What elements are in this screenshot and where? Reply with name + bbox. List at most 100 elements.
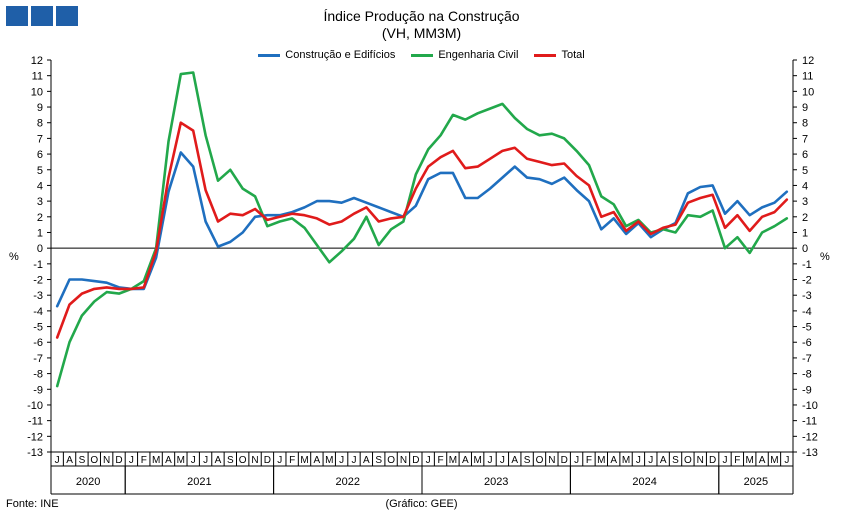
logo-block-1 <box>6 6 28 26</box>
y-tick-label-right: 0 <box>802 243 808 255</box>
month-label: A <box>165 455 172 466</box>
month-label: M <box>622 455 630 466</box>
month-label: J <box>722 455 727 466</box>
month-label: J <box>426 455 431 466</box>
y-tick-label-left: -13 <box>27 447 43 459</box>
y-tick-label-left: -10 <box>27 400 43 412</box>
month-label: J <box>351 455 356 466</box>
month-label: J <box>277 455 282 466</box>
legend-item-engenharia: Engenharia Civil <box>411 49 518 61</box>
y-tick-label-left: -5 <box>33 322 43 334</box>
month-label: D <box>561 455 568 466</box>
month-label: A <box>462 455 469 466</box>
y-tick-label-right: 6 <box>802 149 808 161</box>
month-label: J <box>636 455 641 466</box>
y-tick-label-right: -12 <box>802 431 818 443</box>
y-tick-label-left: -8 <box>33 369 43 381</box>
month-label: N <box>103 455 110 466</box>
chart-legend: Construção e Edifícios Engenharia Civil … <box>0 49 843 61</box>
month-label: A <box>363 455 370 466</box>
y-tick-label-right: 1 <box>802 227 808 239</box>
y-tick-label-left: 5 <box>37 165 43 177</box>
chart-subtitle: (VH, MM3M) <box>381 25 462 41</box>
month-label: J <box>55 455 60 466</box>
y-axis-label-left: % <box>9 251 19 263</box>
year-label: 2022 <box>336 476 360 488</box>
month-label: M <box>300 455 308 466</box>
month-label: S <box>524 455 531 466</box>
y-tick-label-left: 6 <box>37 149 43 161</box>
legend-swatch-total <box>534 53 557 57</box>
year-label: 2020 <box>76 476 100 488</box>
month-label: F <box>734 455 740 466</box>
y-tick-label-left: -1 <box>33 259 43 271</box>
y-tick-label-left: 8 <box>37 118 43 130</box>
y-tick-label-right: -9 <box>802 384 812 396</box>
year-label: 2025 <box>744 476 768 488</box>
month-label: N <box>251 455 258 466</box>
month-label: M <box>746 455 754 466</box>
month-label: A <box>66 455 73 466</box>
month-label: O <box>684 455 692 466</box>
series-line-2 <box>55 121 789 339</box>
source-note: Fonte: INE <box>6 498 59 510</box>
y-tick-label-left: 9 <box>37 102 43 114</box>
month-label: M <box>449 455 457 466</box>
chart-title: Índice Produção na Construção <box>323 8 520 24</box>
y-tick-label-left: 12 <box>31 55 43 67</box>
y-tick-label-left: -3 <box>33 290 43 302</box>
month-label: O <box>90 455 98 466</box>
y-axis-label-right: % <box>820 251 830 263</box>
month-label: J <box>784 455 789 466</box>
y-tick-label-right: -13 <box>802 447 818 459</box>
y-tick-label-left: -7 <box>33 353 43 365</box>
y-tick-label-right: -5 <box>802 322 812 334</box>
month-label: M <box>770 455 778 466</box>
month-label: A <box>759 455 766 466</box>
month-label: J <box>648 455 653 466</box>
y-tick-label-right: -3 <box>802 290 812 302</box>
y-tick-label-right: 4 <box>802 180 808 192</box>
month-label: F <box>141 455 147 466</box>
y-tick-label-left: 11 <box>32 71 43 83</box>
legend-label-total: Total <box>561 49 585 61</box>
y-tick-label-right: -7 <box>802 353 812 365</box>
legend-item-construcao: Construção e Edifícios <box>258 49 395 61</box>
legend-swatch-engenharia <box>411 53 434 57</box>
month-label: D <box>412 455 419 466</box>
y-tick-label-left: -11 <box>28 416 43 428</box>
y-tick-label-right: 3 <box>802 196 808 208</box>
month-label: D <box>709 455 716 466</box>
month-label: J <box>574 455 579 466</box>
month-label: J <box>129 455 134 466</box>
y-tick-label-right: -11 <box>802 416 817 428</box>
y-tick-label-right: 10 <box>802 86 814 98</box>
y-tick-label-right: -6 <box>802 337 812 349</box>
month-label: M <box>325 455 333 466</box>
legend-swatch-construcao <box>258 53 281 57</box>
y-tick-label-left: -2 <box>33 275 43 287</box>
month-label: F <box>437 455 443 466</box>
y-tick-label-right: -4 <box>802 306 812 318</box>
y-tick-label-left: 4 <box>37 180 43 192</box>
y-tick-label-right: -1 <box>802 259 812 271</box>
logo-block-3 <box>56 6 78 26</box>
month-label: J <box>203 455 208 466</box>
y-tick-label-right: 5 <box>802 165 808 177</box>
month-label: F <box>289 455 295 466</box>
year-label: 2024 <box>632 476 656 488</box>
month-label: A <box>314 455 321 466</box>
month-label: S <box>375 455 382 466</box>
month-label: D <box>264 455 271 466</box>
y-tick-label-left: 1 <box>37 227 43 239</box>
y-tick-label-right: -10 <box>802 400 818 412</box>
y-tick-label-right: 12 <box>802 55 814 67</box>
month-label: N <box>548 455 555 466</box>
month-label: S <box>79 455 86 466</box>
month-label: J <box>488 455 493 466</box>
y-tick-label-left: 3 <box>37 196 43 208</box>
month-label: O <box>387 455 395 466</box>
chart-credit: (Gráfico: GEE) <box>385 498 458 510</box>
series-line-1 <box>55 71 789 388</box>
chart-title-block: Índice Produção na Construção (VH, MM3M) <box>0 8 843 42</box>
